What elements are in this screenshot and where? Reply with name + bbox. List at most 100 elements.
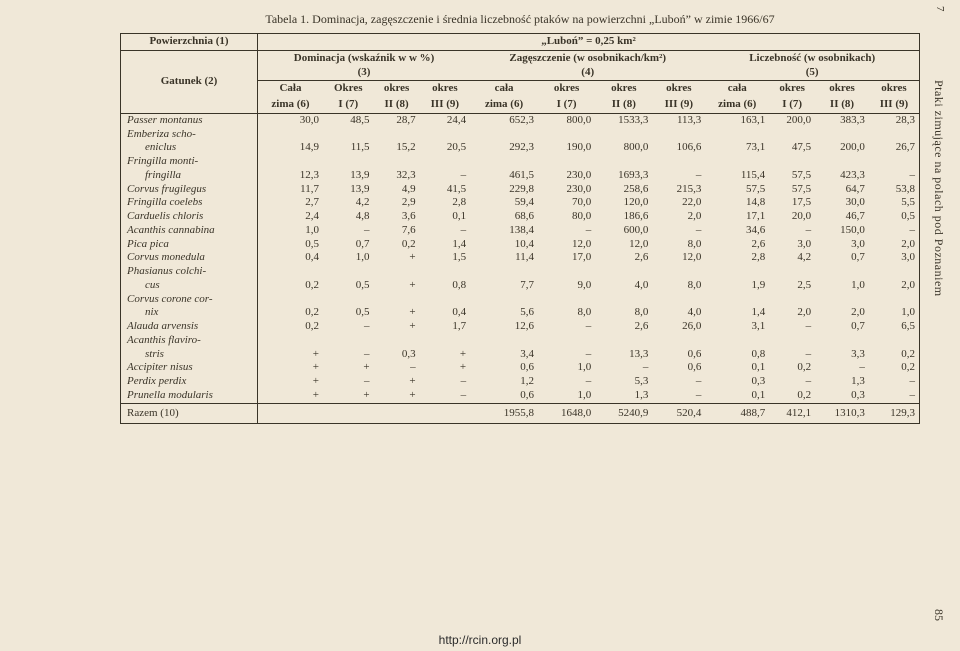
data-cell: – [420, 169, 470, 183]
sub-h2: II (8) [815, 97, 869, 113]
data-cell [374, 293, 420, 307]
data-cell: 12,0 [538, 238, 595, 252]
data-cell: 24,4 [420, 113, 470, 127]
data-cell: 461,5 [470, 169, 538, 183]
data-cell: 4,2 [323, 196, 374, 210]
species-name: Pica pica [121, 238, 258, 252]
data-cell: 3,3 [815, 348, 869, 362]
data-cell: 652,3 [470, 113, 538, 127]
data-cell: 1,7 [420, 320, 470, 334]
data-cell: 8,0 [652, 238, 705, 252]
page-number: 85 [931, 609, 946, 621]
data-cell: 0,3 [374, 348, 420, 362]
data-cell: – [869, 389, 920, 403]
header-g2-label: Zagęszczenie (w osobnikach/km²) [509, 52, 666, 64]
species-name-cont: nix [121, 306, 258, 320]
data-cell: 9,0 [538, 279, 595, 293]
species-name: Corvus frugilegus [121, 183, 258, 197]
data-cell: 0,5 [869, 210, 920, 224]
data-cell [869, 128, 920, 142]
data-cell: 1,4 [420, 238, 470, 252]
data-cell: – [652, 375, 705, 389]
data-cell: 47,5 [769, 141, 815, 155]
data-cell: – [652, 389, 705, 403]
data-cell: 1,4 [705, 306, 769, 320]
data-cell: 190,0 [538, 141, 595, 155]
data-cell: 2,6 [705, 238, 769, 252]
header-g3-num: (5) [806, 66, 819, 78]
data-cell: 3,4 [470, 348, 538, 362]
data-cell [869, 334, 920, 348]
data-cell [705, 293, 769, 307]
header-lubon: „Luboń” = 0,25 km² [258, 34, 920, 51]
data-cell: 8,0 [652, 279, 705, 293]
data-cell: – [869, 224, 920, 238]
total-cell [374, 403, 420, 424]
data-cell: 30,0 [815, 196, 869, 210]
data-cell: 800,0 [595, 141, 652, 155]
data-cell: 2,6 [595, 251, 652, 265]
data-cell: 53,8 [869, 183, 920, 197]
data-cell [323, 128, 374, 142]
data-cell: 2,0 [652, 210, 705, 224]
data-cell: 2,7 [258, 196, 323, 210]
data-cell [420, 265, 470, 279]
page-running-number: 7 [934, 6, 946, 12]
header-gatunek: Gatunek (2) [121, 50, 258, 113]
data-cell [769, 155, 815, 169]
data-cell [374, 334, 420, 348]
data-cell: 2,0 [869, 279, 920, 293]
data-cell: – [323, 224, 374, 238]
data-cell: 57,5 [769, 183, 815, 197]
data-cell: 1,0 [258, 224, 323, 238]
data-cell: 423,3 [815, 169, 869, 183]
data-cell: 229,8 [470, 183, 538, 197]
data-cell [470, 334, 538, 348]
data-cell: + [374, 389, 420, 403]
data-cell: 0,5 [323, 306, 374, 320]
data-cell [470, 128, 538, 142]
total-cell: 5240,9 [595, 403, 652, 424]
data-cell: – [769, 224, 815, 238]
data-cell: 2,0 [769, 306, 815, 320]
data-cell: 8,0 [595, 306, 652, 320]
data-cell [538, 128, 595, 142]
data-cell: 17,1 [705, 210, 769, 224]
data-cell: 10,4 [470, 238, 538, 252]
data-cell [652, 265, 705, 279]
data-cell: 22,0 [652, 196, 705, 210]
data-cell: 1,9 [705, 279, 769, 293]
data-cell: 1,0 [538, 361, 595, 375]
sub-h: okres [538, 81, 595, 97]
data-cell: 41,5 [420, 183, 470, 197]
data-cell: 68,6 [470, 210, 538, 224]
data-cell: 1,0 [323, 251, 374, 265]
total-cell: 1648,0 [538, 403, 595, 424]
data-cell: 3,0 [815, 238, 869, 252]
data-cell [815, 293, 869, 307]
data-cell: – [538, 348, 595, 362]
header-powierzchnia: Powierzchnia (1) [121, 34, 258, 51]
data-cell: 6,5 [869, 320, 920, 334]
data-cell: 4,2 [769, 251, 815, 265]
data-cell: 28,3 [869, 113, 920, 127]
data-cell: 20,0 [769, 210, 815, 224]
data-cell [374, 265, 420, 279]
sub-h: okres [420, 81, 470, 97]
data-cell: + [374, 279, 420, 293]
data-cell: 5,5 [869, 196, 920, 210]
data-cell: 0,4 [258, 251, 323, 265]
data-cell [705, 265, 769, 279]
species-name: Acanthis cannabina [121, 224, 258, 238]
data-cell: 17,5 [769, 196, 815, 210]
species-name: Corvus corone cor- [121, 293, 258, 307]
data-cell: 1,3 [815, 375, 869, 389]
data-cell [869, 265, 920, 279]
data-cell: 1,0 [869, 306, 920, 320]
species-name: Emberiza scho- [121, 128, 258, 142]
data-cell: – [538, 224, 595, 238]
data-cell: 4,8 [323, 210, 374, 224]
data-cell: 0,6 [470, 389, 538, 403]
data-cell: – [323, 320, 374, 334]
species-name: Fringilla monti- [121, 155, 258, 169]
